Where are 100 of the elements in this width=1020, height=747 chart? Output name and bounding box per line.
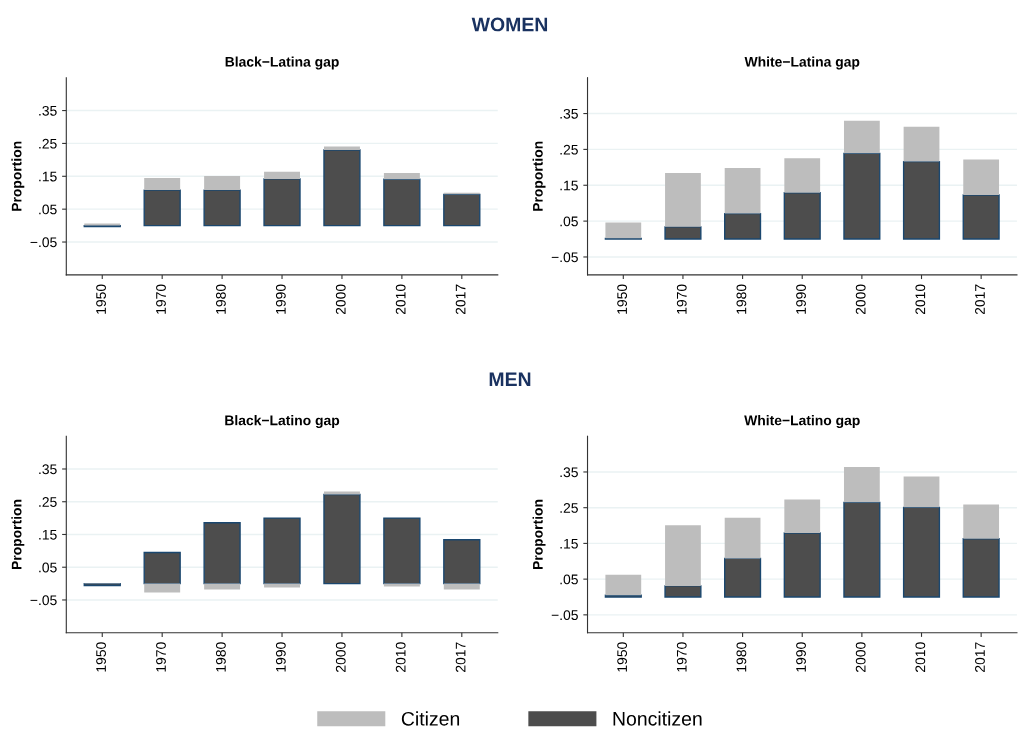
x-tick-label: 1980 [216,284,226,314]
bar [963,159,1000,195]
x-tick-label: 2017 [455,284,466,315]
y-tick-label: .05 [39,204,57,215]
x-tick-label: 1980 [736,642,747,672]
bar [902,506,941,598]
y-tick-label: −.05 [30,595,57,606]
bar [264,583,301,588]
bar [903,476,940,508]
bar [144,583,181,593]
text: MEN [489,372,531,386]
x-tick-label: 2010 [915,284,926,315]
y-tick-label: −.05 [551,610,578,621]
y-tick-label: .05 [39,562,57,573]
legend-label: Citizen [401,711,460,726]
bar [605,222,642,239]
x-tick-label: 2010 [395,642,406,672]
x-tick-label: 1980 [216,642,226,672]
y-tick-label: .35 [560,467,578,478]
bar [143,189,181,227]
y-tick-label: −.05 [551,252,578,263]
bar [902,160,941,240]
y-tick-label: .15 [39,171,57,182]
bar [963,504,1000,539]
y-axis-title: Proportion [532,499,546,570]
bar [323,146,360,150]
x-tick-label: 2010 [395,284,406,315]
y-tick-label: .35 [39,105,57,116]
y-tick-label: −.05 [30,237,57,248]
x-tick-label: 2000 [335,642,346,672]
bar [144,177,181,191]
bar [665,173,701,227]
x-tick-label: 2000 [855,284,866,315]
x-tick-label: 1950 [617,284,628,314]
chart-title: White−Latina gap [744,56,860,70]
bar [843,120,880,154]
x-tick-label: 1970 [676,284,687,314]
bar [323,493,361,585]
bar [605,574,642,596]
bar [443,193,481,227]
y-axis-title: Proportion [532,141,546,211]
bar [962,538,1000,598]
bar [843,152,881,240]
y-tick-label: .15 [560,538,578,549]
bar [323,491,360,495]
bar [843,466,880,503]
chart-title: Black−Latino gap [225,415,340,429]
x-tick-label: 1980 [736,284,747,314]
x-tick-label: 2017 [455,642,466,672]
bar [724,168,761,214]
bar [843,501,881,598]
y-tick-label: .25 [560,144,578,155]
bar [203,521,241,585]
x-tick-label: 1950 [96,284,106,314]
x-tick-label: 1950 [617,642,628,672]
y-tick-label: .15 [39,529,57,540]
text: WOMEN [471,17,548,32]
y-tick-label: .05 [560,574,578,585]
bar [783,532,821,598]
bar [724,212,762,240]
chart-title: Black−Latina gap [225,56,339,70]
bar [783,192,821,240]
bar [263,178,301,227]
bar [443,539,481,585]
bar [143,551,181,585]
y-tick-label: .35 [39,464,57,475]
bar [903,126,940,162]
bar [263,517,301,585]
bar [784,499,821,534]
bar [203,189,241,227]
x-tick-label: 2000 [855,642,866,672]
legend-label: Noncitizen [613,711,702,726]
x-tick-label: 2010 [915,642,926,672]
bar [664,585,702,598]
x-tick-label: 2017 [975,642,985,672]
bar [204,175,241,191]
bar [383,583,420,587]
bar [784,158,821,193]
chart-title: White−Latino gap [744,415,860,429]
bar [724,517,761,559]
bar [383,517,421,585]
x-tick-label: 1990 [275,284,286,314]
bar [962,194,1000,240]
y-axis-title: Proportion [11,141,25,211]
x-tick-label: 1990 [796,642,806,672]
x-tick-label: 1990 [796,284,806,314]
bar [724,557,762,598]
y-tick-label: .05 [560,216,578,227]
x-tick-label: 1990 [275,642,286,672]
bar [264,171,301,179]
y-tick-label: .35 [560,108,578,119]
x-tick-label: 1970 [156,284,166,314]
x-tick-label: 1950 [96,642,106,672]
x-tick-label: 1970 [156,642,166,672]
y-tick-label: .25 [39,138,57,149]
y-tick-label: .15 [560,180,578,191]
bar [383,178,421,227]
x-tick-label: 2000 [335,284,346,315]
x-tick-label: 2017 [975,284,985,315]
bar [323,149,361,227]
